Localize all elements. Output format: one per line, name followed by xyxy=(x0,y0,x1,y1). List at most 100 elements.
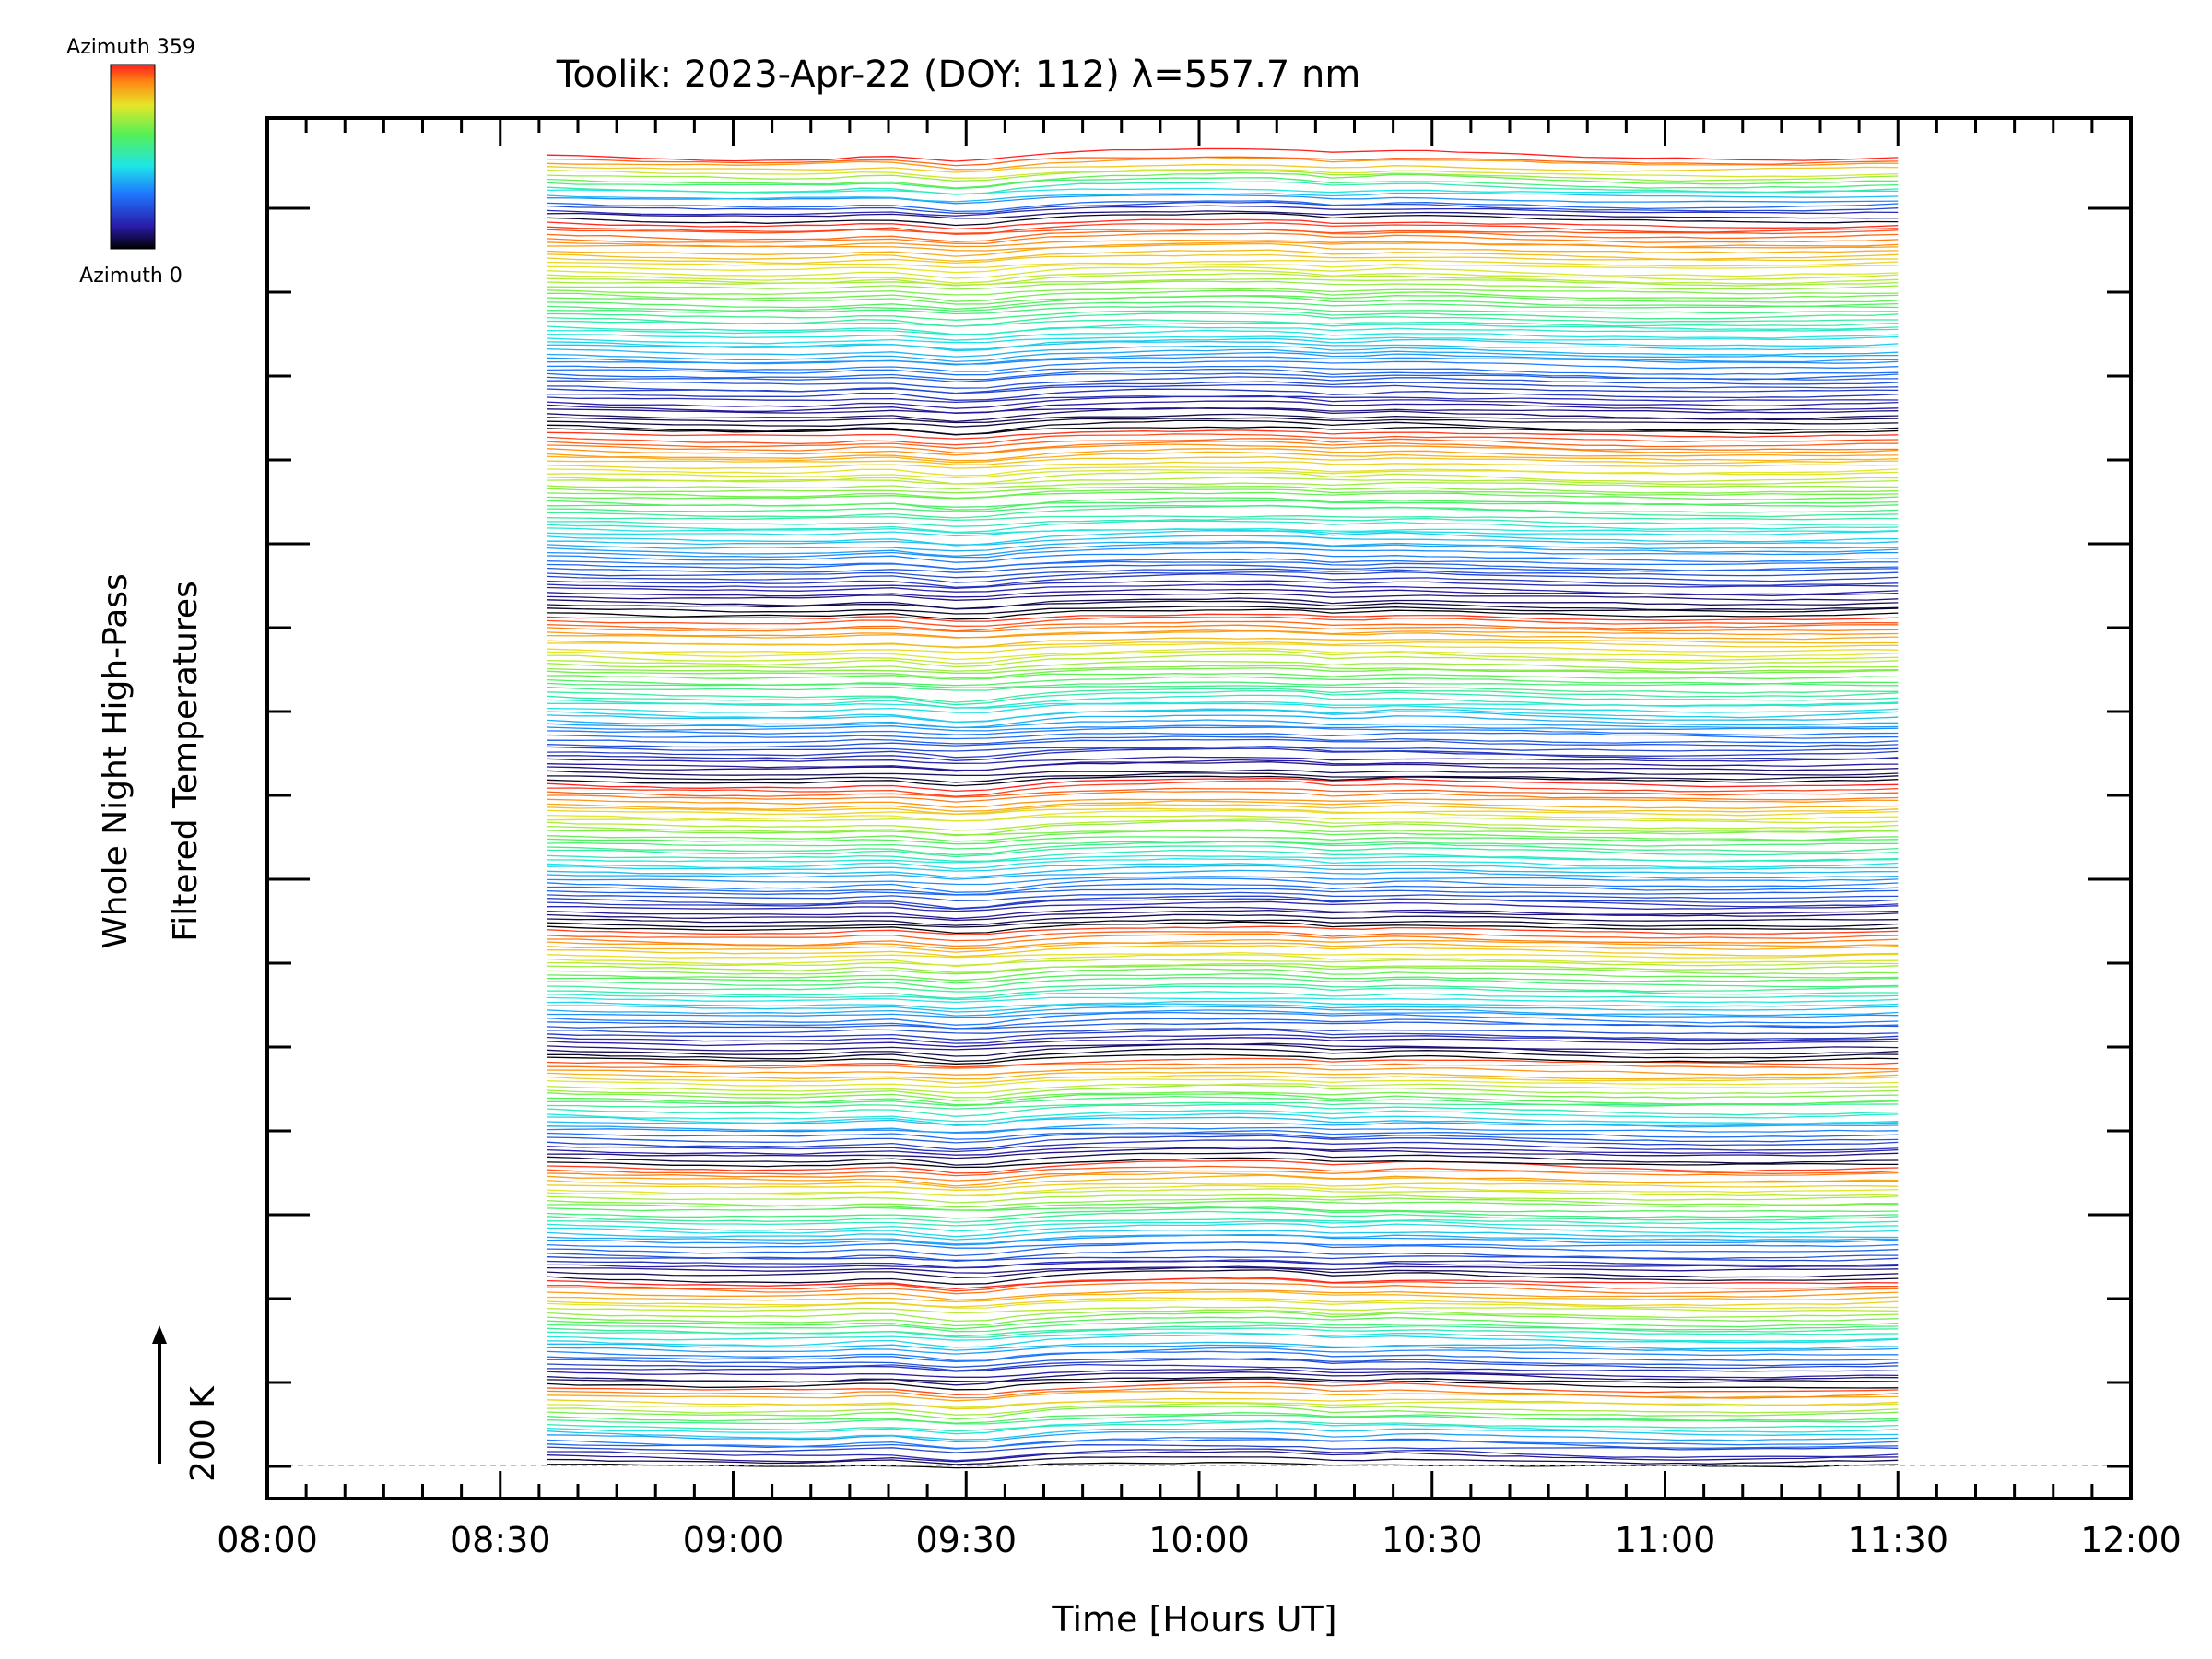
azimuth-trace xyxy=(547,1332,1899,1342)
azimuth-trace xyxy=(547,1129,1899,1140)
azimuth-trace xyxy=(547,620,1899,632)
azimuth-trace xyxy=(547,1021,1899,1030)
azimuth-trace xyxy=(547,212,1899,227)
azimuth-trace xyxy=(547,406,1899,414)
azimuth-trace xyxy=(547,564,1899,573)
azimuth-trace xyxy=(547,931,1899,942)
azimuth-trace xyxy=(547,1159,1899,1174)
azimuth-trace xyxy=(547,551,1899,563)
azimuth-trace xyxy=(547,1042,1899,1052)
colorbar xyxy=(110,64,156,250)
azimuth-trace xyxy=(547,488,1899,500)
azimuth-trace xyxy=(547,829,1899,836)
azimuth-trace xyxy=(547,1133,1899,1144)
azimuth-trace xyxy=(547,951,1899,959)
azimuth-trace xyxy=(547,688,1899,703)
scale-bar-arrow-head xyxy=(152,1325,167,1344)
azimuth-trace xyxy=(547,177,1899,190)
azimuth-trace xyxy=(547,1074,1899,1084)
azimuth-trace xyxy=(547,1229,1899,1241)
azimuth-trace xyxy=(547,738,1899,748)
azimuth-trace xyxy=(547,1147,1899,1159)
azimuth-trace xyxy=(547,1402,1899,1416)
azimuth-trace xyxy=(547,714,1899,729)
azimuth-trace xyxy=(547,869,1899,880)
azimuth-trace xyxy=(547,689,1899,706)
azimuth-trace xyxy=(547,836,1899,845)
azimuth-trace xyxy=(547,1406,1899,1420)
azimuth-trace xyxy=(547,735,1899,745)
azimuth-trace xyxy=(547,1306,1899,1314)
azimuth-trace xyxy=(547,1438,1899,1450)
azimuth-trace xyxy=(547,849,1899,863)
azimuth-trace xyxy=(547,560,1899,571)
azimuth-trace xyxy=(547,1390,1899,1402)
colorbar-bottom-label: Azimuth 0 xyxy=(79,265,182,288)
azimuth-trace xyxy=(547,818,1899,831)
azimuth-trace xyxy=(547,540,1899,552)
azimuth-trace xyxy=(547,580,1899,589)
azimuth-trace xyxy=(547,1316,1899,1330)
azimuth-trace xyxy=(547,592,1899,602)
azimuth-trace xyxy=(547,222,1899,235)
azimuth-trace xyxy=(547,809,1899,822)
azimuth-trace xyxy=(547,1103,1899,1117)
azimuth-trace xyxy=(547,163,1899,173)
azimuth-trace xyxy=(547,1277,1899,1292)
azimuth-trace xyxy=(547,218,1899,230)
azimuth-trace xyxy=(547,360,1899,372)
azimuth-trace xyxy=(547,1037,1899,1048)
azimuth-trace xyxy=(547,1359,1899,1371)
azimuth-trace xyxy=(547,156,1899,167)
azimuth-trace xyxy=(547,840,1899,850)
azimuth-trace xyxy=(547,1135,1899,1150)
azimuth-trace xyxy=(547,1290,1899,1303)
azimuth-trace xyxy=(547,1218,1899,1227)
azimuth-trace xyxy=(547,637,1899,648)
azimuth-trace xyxy=(547,1371,1899,1386)
azimuth-trace xyxy=(547,1122,1899,1135)
x-tick-label: 11:00 xyxy=(1615,1520,1716,1560)
azimuth-trace xyxy=(547,1282,1899,1295)
x-tick-labels: 08:00 08:30 09:00 09:30 10:00 10:30 11:00 11:30… xyxy=(217,1520,2182,1560)
azimuth-trace xyxy=(547,787,1899,798)
azimuth-trace xyxy=(547,830,1899,842)
azimuth-trace xyxy=(547,1428,1899,1441)
azimuth-trace xyxy=(547,883,1899,896)
azimuth-trace xyxy=(547,954,1899,968)
azimuth-trace xyxy=(547,877,1899,893)
azimuth-trace xyxy=(547,181,1899,195)
azimuth-trace xyxy=(547,938,1899,950)
azimuth-trace xyxy=(547,888,1899,896)
azimuth-trace xyxy=(547,527,1899,535)
azimuth-trace xyxy=(547,232,1899,244)
azimuth-trace xyxy=(547,1444,1899,1453)
azimuth-trace xyxy=(547,1249,1899,1262)
azimuth-trace xyxy=(547,913,1899,926)
azimuth-trace xyxy=(547,443,1899,456)
azimuth-trace xyxy=(547,1324,1899,1337)
axis-ticks xyxy=(265,118,2133,1499)
azimuth-trace xyxy=(547,820,1899,837)
azimuth-trace xyxy=(547,1222,1899,1238)
azimuth-trace xyxy=(547,660,1899,672)
azimuth-trace xyxy=(547,694,1899,709)
azimuth-trace xyxy=(547,1206,1899,1213)
azimuth-trace xyxy=(547,1029,1899,1041)
azimuth-trace xyxy=(547,558,1899,570)
azimuth-trace xyxy=(547,616,1899,627)
azimuth-trace xyxy=(547,1194,1899,1204)
azimuth-trace xyxy=(547,249,1899,262)
azimuth-trace xyxy=(547,157,1899,171)
colorbar-top-label: Azimuth 359 xyxy=(66,36,195,59)
azimuth-trace xyxy=(547,1233,1899,1245)
azimuth-trace xyxy=(547,1299,1899,1310)
azimuth-trace xyxy=(547,542,1899,557)
azimuth-trace xyxy=(547,1146,1899,1156)
azimuth-trace xyxy=(547,653,1899,668)
azimuth-trace xyxy=(547,481,1899,489)
azimuth-trace xyxy=(547,1172,1899,1187)
azimuth-trace xyxy=(547,239,1899,248)
azimuth-trace xyxy=(547,642,1899,653)
azimuth-trace xyxy=(547,898,1899,911)
